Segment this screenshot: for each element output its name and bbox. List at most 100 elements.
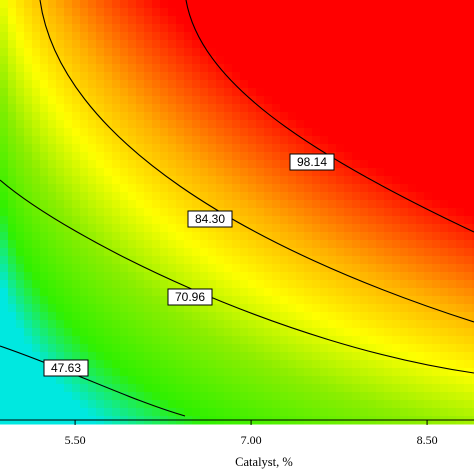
heatmap-cell [136,72,145,81]
heatmap-cell [472,48,474,57]
heatmap-cell [360,80,369,89]
heatmap-cell [264,48,273,57]
heatmap-cell [96,8,105,17]
heatmap-cell [120,336,129,345]
heatmap-cell [104,240,113,249]
heatmap-cell [136,0,145,9]
heatmap-cell [232,376,241,385]
heatmap-cell [344,136,353,145]
heatmap-cell [360,64,369,73]
heatmap-cell [440,80,449,89]
heatmap-cell [8,384,17,393]
heatmap-cell [344,400,353,409]
heatmap-cell [344,240,353,249]
heatmap-cell [448,8,457,17]
heatmap-cell [40,264,49,273]
heatmap-cell [208,80,217,89]
heatmap-cell [40,136,49,145]
heatmap-cell [128,256,137,265]
heatmap-cell [80,328,89,337]
heatmap-cell [272,192,281,201]
heatmap-cell [344,392,353,401]
heatmap-cell [64,120,73,129]
heatmap-cell [144,264,153,273]
heatmap-cell [344,304,353,313]
heatmap-cell [232,120,241,129]
heatmap-cell [128,8,137,17]
heatmap-cell [328,264,337,273]
heatmap-cell [448,168,457,177]
heatmap-cell [184,120,193,129]
heatmap-cell [376,240,385,249]
heatmap-cell [152,176,161,185]
heatmap-cell [232,0,241,9]
heatmap-cell [328,120,337,129]
heatmap-cell [392,352,401,361]
heatmap-cell [8,16,17,25]
x-tick-label: 5.50 [65,433,86,447]
heatmap-cell [232,168,241,177]
heatmap-cell [240,184,249,193]
heatmap-cell [392,16,401,25]
heatmap-cell [224,72,233,81]
heatmap-cell [440,56,449,65]
heatmap-cell [400,32,409,41]
heatmap-cell [424,376,433,385]
heatmap-cell [392,240,401,249]
heatmap-cell [32,168,41,177]
heatmap-cell [360,256,369,265]
heatmap-cell [432,320,441,329]
heatmap-cell [264,208,273,217]
heatmap-cell [448,152,457,161]
heatmap-cell [296,376,305,385]
heatmap-cell [456,40,465,49]
heatmap-cell [360,128,369,137]
heatmap-cell [216,24,225,33]
heatmap-cell [312,384,321,393]
heatmap-cell [272,72,281,81]
heatmap-cell [320,24,329,33]
heatmap-cell [264,176,273,185]
heatmap-cell [56,16,65,25]
heatmap-cell [288,296,297,305]
heatmap-cell [152,264,161,273]
heatmap-cell [64,80,73,89]
heatmap-cell [184,16,193,25]
heatmap-cell [112,384,121,393]
heatmap-cell [216,312,225,321]
heatmap-cell [24,0,33,9]
heatmap-cell [56,96,65,105]
heatmap-cell [160,88,169,97]
heatmap-cell [256,392,265,401]
heatmap-cell [328,96,337,105]
heatmap-cell [88,144,97,153]
heatmap-cell [408,280,417,289]
heatmap-cell [184,400,193,409]
heatmap-cell [264,344,273,353]
heatmap-cell [104,40,113,49]
heatmap-cell [104,216,113,225]
heatmap-cell [312,72,321,81]
heatmap-cell [80,184,89,193]
x-axis-title: Catalyst, % [235,455,293,469]
heatmap-cell [360,304,369,313]
heatmap-cell [80,152,89,161]
heatmap-cell [352,32,361,41]
heatmap-cell [200,384,209,393]
heatmap-cell [424,0,433,9]
heatmap-cell [384,160,393,169]
heatmap-cell [24,16,33,25]
heatmap-cell [24,216,33,225]
heatmap-cell [232,64,241,73]
heatmap-cell [120,152,129,161]
heatmap-cell [312,128,321,137]
heatmap-cell [192,88,201,97]
heatmap-cell [8,88,17,97]
heatmap-cell [232,184,241,193]
heatmap-cell [232,24,241,33]
heatmap-cell [384,16,393,25]
heatmap-cell [472,296,474,305]
heatmap-cell [272,208,281,217]
heatmap-cell [288,368,297,377]
heatmap-cell [160,224,169,233]
